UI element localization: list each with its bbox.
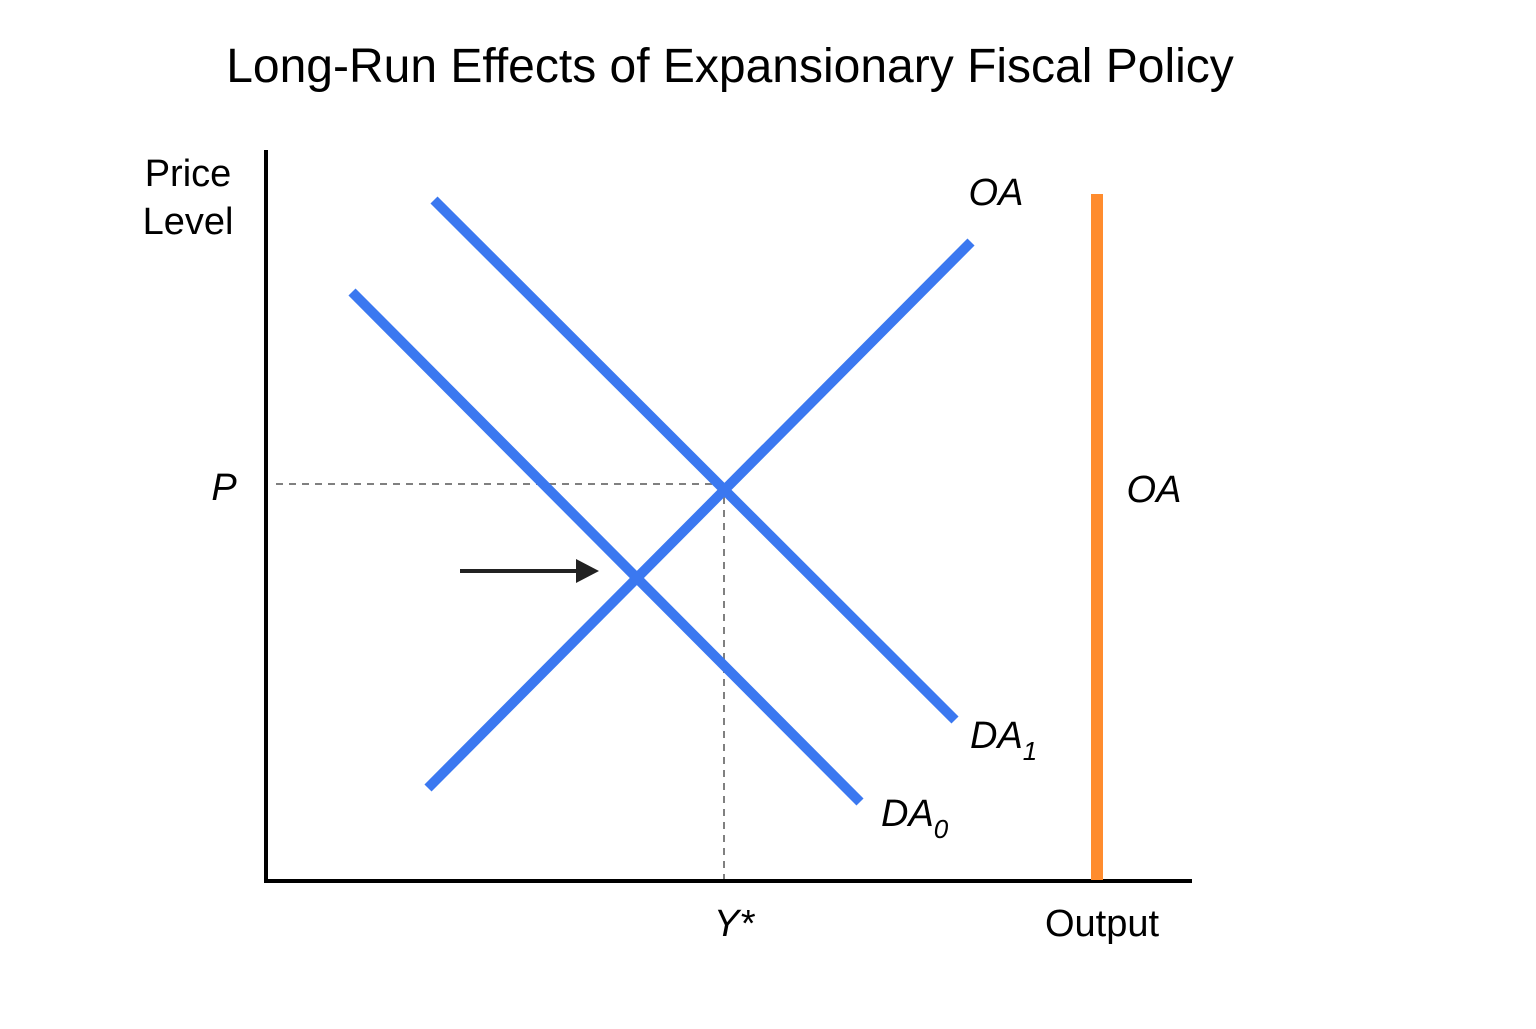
diagram-title: Long-Run Effects of Expansionary Fiscal … [226, 40, 1234, 93]
da0-label-subscript: 0 [934, 814, 949, 844]
potential-output-marker: Y* [714, 903, 755, 945]
y-axis-label-line2: Level [143, 201, 234, 243]
da1-label-subscript: 1 [1023, 736, 1037, 766]
da1-label: DA1 [970, 715, 1037, 766]
sras-curve [424, 238, 975, 792]
y-axis-label-line1: Price [145, 153, 232, 195]
da0-label: DA0 [881, 793, 949, 844]
da1-label-main: DA [970, 715, 1023, 757]
lras-label: OA [1127, 469, 1182, 511]
da0-curve [348, 288, 864, 806]
da0-label-main: DA [881, 793, 934, 835]
x-axis-label: Output [1045, 903, 1160, 945]
sras-label: OA [969, 172, 1024, 214]
shift-arrow-head [576, 559, 599, 583]
da1-curve [430, 196, 959, 724]
price-level-marker: P [211, 467, 237, 509]
